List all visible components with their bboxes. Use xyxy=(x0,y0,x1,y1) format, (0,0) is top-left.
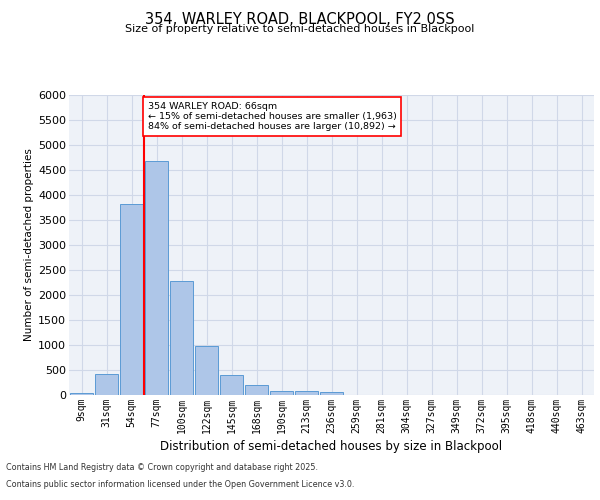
Text: Contains HM Land Registry data © Crown copyright and database right 2025.: Contains HM Land Registry data © Crown c… xyxy=(6,464,318,472)
Bar xyxy=(295,391,318,395)
Bar xyxy=(95,374,118,395)
Bar xyxy=(120,204,143,395)
Bar xyxy=(220,374,243,395)
Bar xyxy=(145,161,168,395)
Bar xyxy=(195,346,218,395)
Bar xyxy=(320,392,343,395)
Text: Size of property relative to semi-detached houses in Blackpool: Size of property relative to semi-detach… xyxy=(125,24,475,34)
Bar xyxy=(70,392,93,395)
Y-axis label: Number of semi-detached properties: Number of semi-detached properties xyxy=(24,148,34,342)
Bar xyxy=(245,385,268,395)
Bar xyxy=(170,280,193,395)
X-axis label: Distribution of semi-detached houses by size in Blackpool: Distribution of semi-detached houses by … xyxy=(160,440,503,453)
Bar xyxy=(270,390,293,395)
Text: Contains public sector information licensed under the Open Government Licence v3: Contains public sector information licen… xyxy=(6,480,355,489)
Text: 354 WARLEY ROAD: 66sqm
← 15% of semi-detached houses are smaller (1,963)
84% of : 354 WARLEY ROAD: 66sqm ← 15% of semi-det… xyxy=(148,102,397,132)
Text: 354, WARLEY ROAD, BLACKPOOL, FY2 0SS: 354, WARLEY ROAD, BLACKPOOL, FY2 0SS xyxy=(145,12,455,28)
